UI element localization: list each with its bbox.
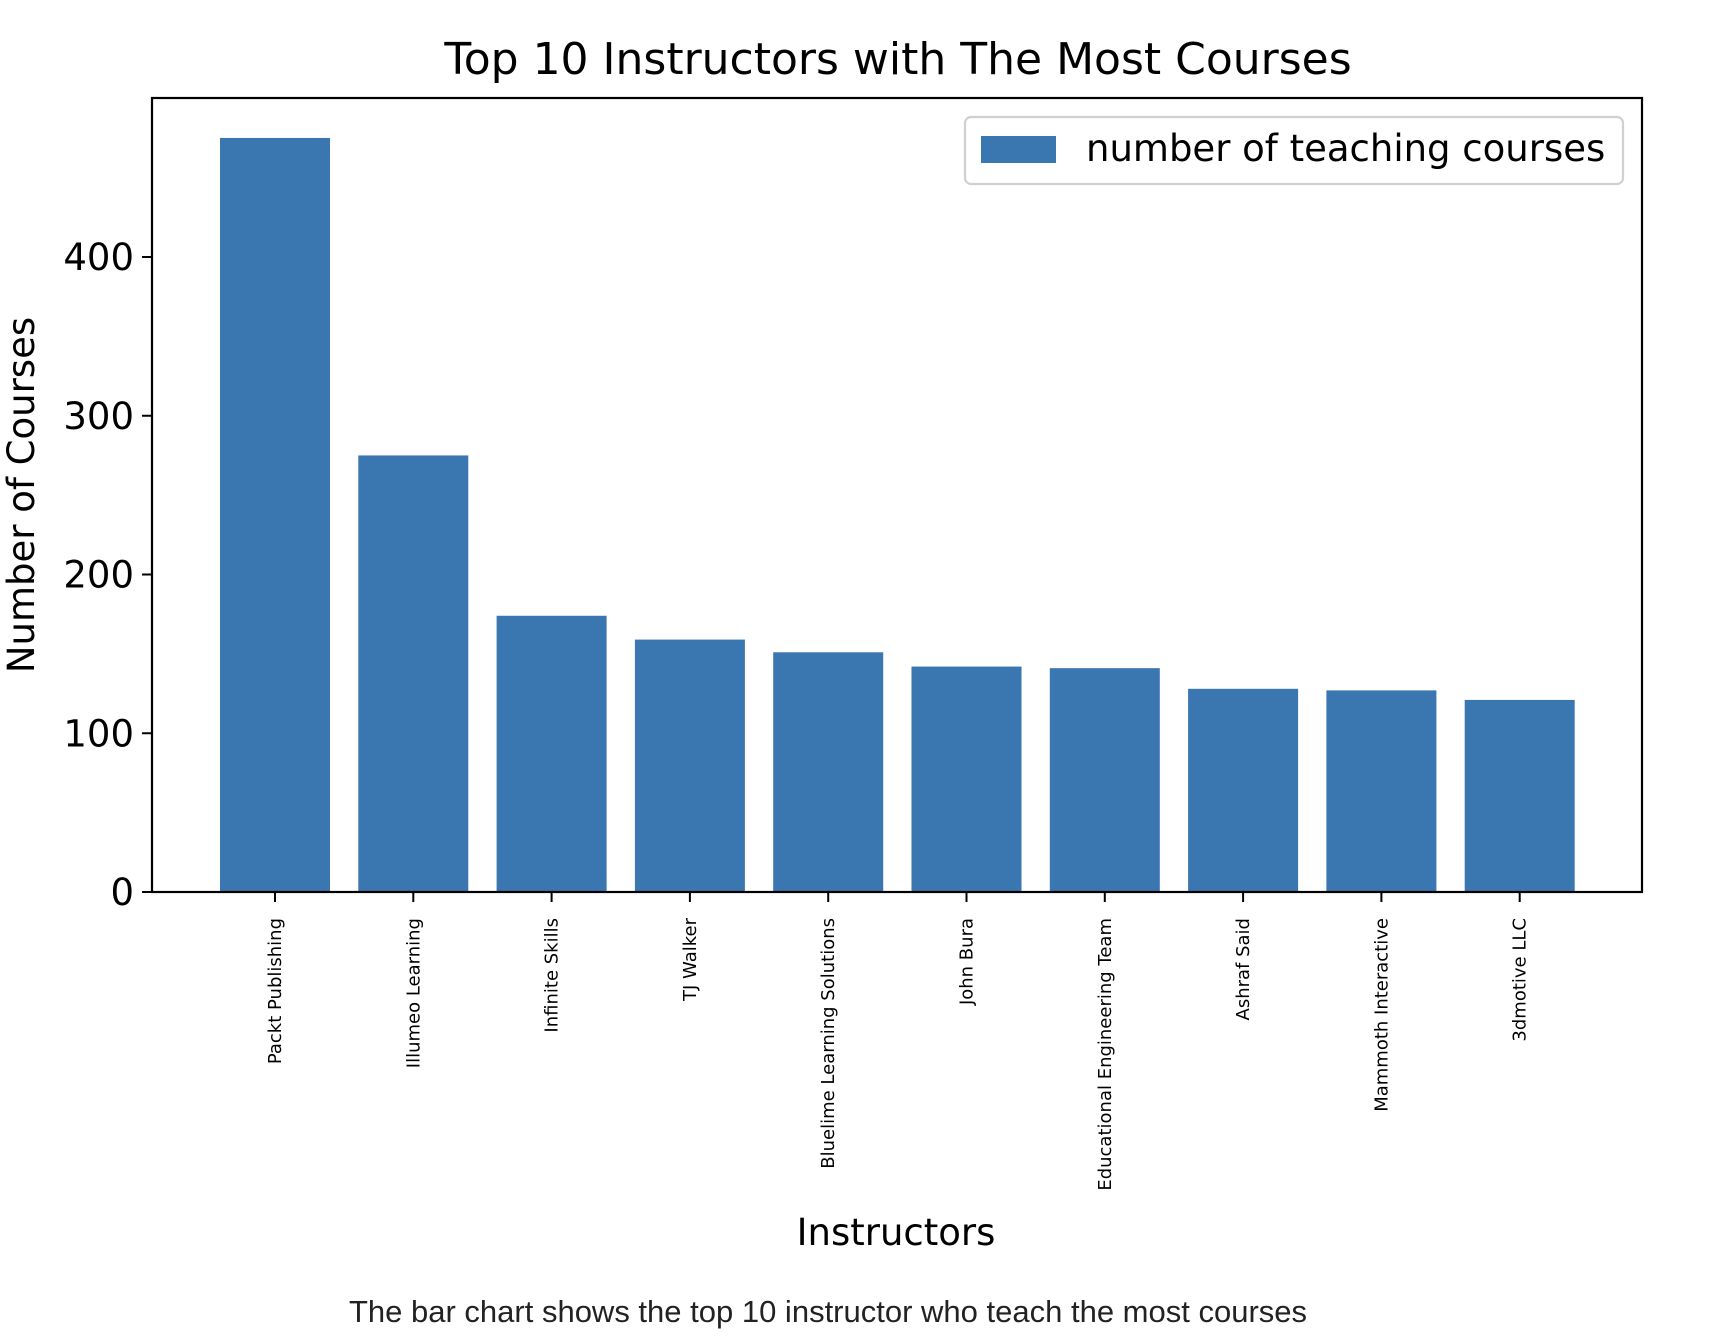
x-tick-label: Ashraf Said: [1233, 918, 1254, 1020]
legend-swatch: [981, 136, 1056, 163]
y-tick-label: 0: [110, 871, 134, 914]
x-tick-label: Educational Engineering Team: [1095, 918, 1116, 1191]
bar: [773, 652, 884, 892]
y-axis-ticks: 0 100 200 300 400: [63, 236, 152, 914]
y-tick-label: 400: [63, 236, 134, 279]
bar: [1326, 690, 1437, 892]
bar: [634, 639, 745, 892]
x-tick-label: Illumeo Learning: [403, 918, 424, 1068]
plot-frame: [150, 96, 1644, 894]
legend-box: [963, 115, 1625, 186]
x-tick-label: John Bura: [957, 918, 978, 1006]
bar: [358, 455, 469, 892]
bar: [911, 666, 1022, 892]
bar: [1049, 668, 1160, 892]
x-tick-label: Packt Publishing: [265, 918, 286, 1064]
x-tick-label: Bluelime Learning Solutions: [818, 918, 839, 1169]
chart-title: Top 10 Instructors with The Most Courses: [443, 34, 1351, 85]
figure-caption: The bar chart shows the top 10 instructo…: [348, 1294, 1308, 1329]
bar: [496, 615, 607, 892]
x-axis-label: Instructors: [797, 1211, 996, 1254]
bar: [220, 137, 330, 892]
x-axis-ticks: Packt Publishing Illumeo Learning Infinite…: [265, 892, 1531, 1191]
y-tick-label: 200: [63, 554, 134, 597]
x-tick-label: TJ Walker: [680, 917, 701, 1002]
bar: [1188, 688, 1299, 892]
bar: [1464, 699, 1575, 892]
y-tick-label: 300: [63, 395, 134, 438]
legend-label: number of teaching courses: [1086, 127, 1605, 170]
x-tick-label: Mammoth Interactive: [1371, 918, 1392, 1112]
y-tick-label: 100: [63, 712, 134, 755]
legend: number of teaching courses: [963, 115, 1625, 186]
x-tick-label: Infinite Skills: [542, 918, 563, 1033]
x-tick-label: 3dmotive LLC: [1510, 918, 1531, 1042]
y-axis-label: Number of Courses: [0, 317, 43, 673]
bars-layer: [220, 137, 1575, 892]
